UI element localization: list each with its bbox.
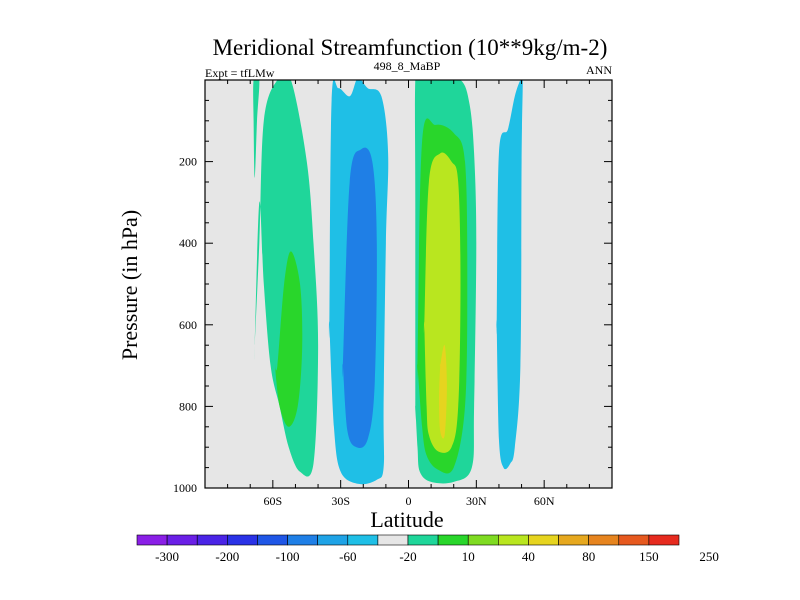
axis-ticks: 60S 30S 0 30N 60N 200 400 600 800 1000 (173, 80, 612, 508)
contour-cells (253, 80, 523, 485)
sh-hadley-cell-core (342, 147, 377, 448)
colorbar-swatch (467, 534, 499, 546)
colorbar-swatch (347, 534, 379, 546)
x-tick-label: 0 (406, 494, 412, 508)
colorbar-swatch (407, 534, 439, 546)
y-tick-label: 1000 (173, 481, 197, 495)
colorbar-swatch (196, 534, 228, 546)
colorbar-label: -300 (155, 549, 179, 564)
colorbar-swatch (558, 534, 589, 546)
colorbar-label: 250 (699, 549, 719, 564)
colorbar: -300 -200 -100 -60 -20 10 40 80 150 250 (136, 534, 719, 564)
season-label: ANN (586, 63, 612, 77)
x-axis-label: Latitude (370, 507, 443, 532)
y-tick-label: 600 (179, 318, 197, 332)
y-axis-label: Pressure (in hPa) (117, 210, 142, 360)
period-label: 498_8_MaBP (374, 59, 441, 73)
colorbar-label: 150 (639, 549, 659, 564)
nh-ferrel-cell (496, 80, 523, 470)
colorbar-label: -200 (215, 549, 239, 564)
colorbar-label: -20 (399, 549, 416, 564)
colorbar-label: 10 (462, 549, 475, 564)
x-tick-label: 60N (534, 494, 555, 508)
colorbar-swatch (257, 534, 288, 546)
colorbar-swatch (136, 534, 168, 546)
colorbar-swatch (528, 534, 559, 546)
colorbar-swatch (377, 534, 409, 546)
experiment-label: Expt = tfLMw (205, 66, 275, 80)
colorbar-label: 40 (522, 549, 535, 564)
colorbar-label: -60 (339, 549, 356, 564)
colorbar-swatch (588, 534, 620, 546)
colorbar-swatch (648, 534, 680, 546)
x-tick-label: 60S (263, 494, 282, 508)
y-tick-label: 400 (179, 236, 197, 250)
colorbar-label: 80 (582, 549, 595, 564)
nh-hadley-cell-inner (423, 152, 461, 453)
sh-polar-cell-inner (275, 251, 303, 427)
y-tick-label: 200 (179, 155, 197, 169)
sh-polar-thin-strip (253, 80, 260, 178)
colorbar-swatch (317, 534, 349, 546)
colorbar-swatch (437, 534, 469, 546)
colorbar-swatch (287, 534, 318, 546)
colorbar-swatch (166, 534, 198, 546)
x-tick-label: 30S (331, 494, 350, 508)
x-tick-label: 30N (466, 494, 487, 508)
y-tick-label: 800 (179, 399, 197, 413)
colorbar-swatch (498, 534, 529, 546)
nh-hadley-cell-core (439, 344, 447, 439)
colorbar-swatch (618, 534, 650, 546)
colorbar-swatch (227, 534, 258, 546)
chart-title: Meridional Streamfunction (10**9kg/m-2) (213, 35, 608, 60)
colorbar-label: -100 (276, 549, 300, 564)
